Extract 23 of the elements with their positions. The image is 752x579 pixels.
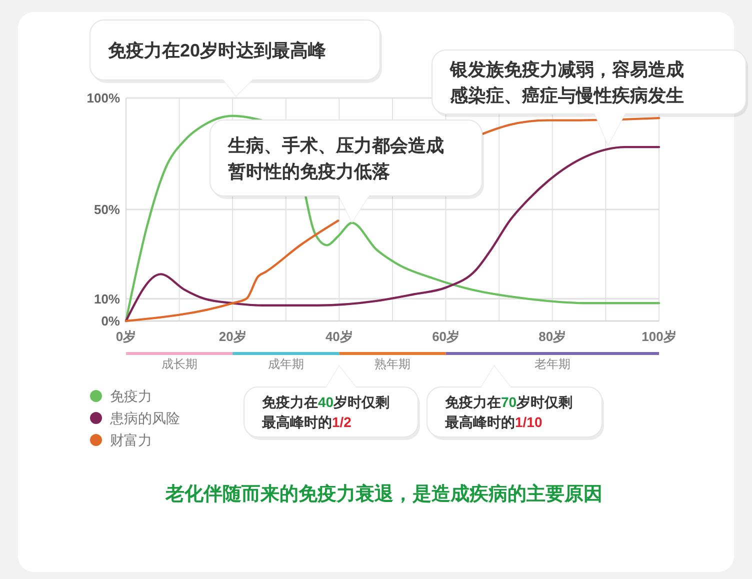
legend-label: 患病的风险	[109, 410, 180, 426]
x-tick-label: 40岁	[325, 329, 353, 344]
text: 免疫力在70岁时仅剩最高峰时的1/10	[444, 394, 573, 430]
x-tick-label: 80岁	[538, 329, 566, 344]
text: 老年期	[534, 357, 570, 371]
text: 熟年期	[374, 357, 410, 371]
y-tick-label: 10%	[94, 291, 120, 306]
x-tick-label: 20岁	[218, 329, 246, 344]
x-tick-label: 0岁	[116, 329, 136, 344]
legend-label: 免疫力	[110, 388, 152, 404]
text: 成长期	[161, 357, 198, 371]
text: 成年期	[268, 357, 304, 371]
x-tick-label: 60岁	[432, 329, 460, 344]
y-tick-label: 0%	[101, 314, 120, 329]
y-tick-label: 50%	[94, 202, 120, 218]
text: 免疫力在40岁时仅剩最高峰时的1/2	[261, 394, 390, 430]
y-tick-label: 100%	[86, 90, 120, 106]
annotation: 银发族免疫力减弱，容易造成感染症、癌症与慢性疾病发生	[449, 59, 684, 106]
legend-label: 财富力	[110, 432, 152, 448]
text: 免疫力在20岁时达到最高峰	[107, 40, 328, 60]
text: 老化伴随而来的免疫力衰退，是造成疾病的主要原因	[164, 483, 602, 505]
annotation: 生病、手术、压力都会造成暂时性的免疫力低落	[227, 135, 444, 182]
x-tick-label: 100岁	[642, 329, 676, 344]
